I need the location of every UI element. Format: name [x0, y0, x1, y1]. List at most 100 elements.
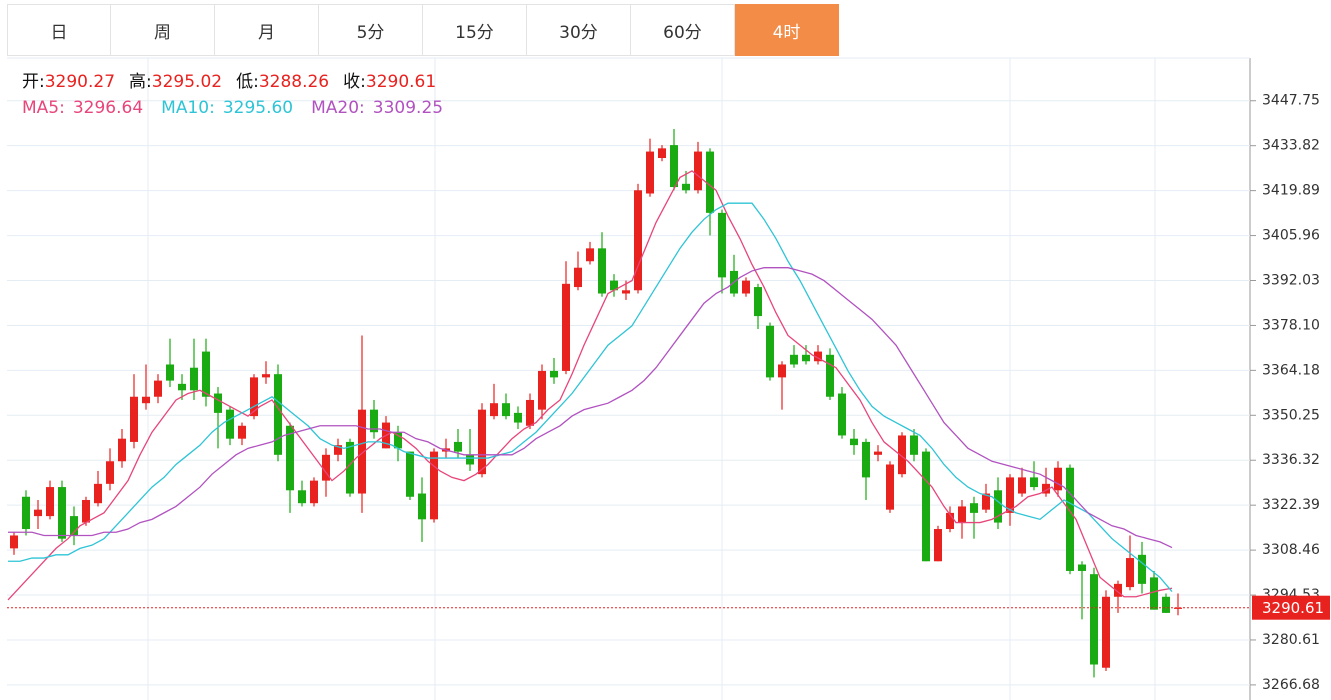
candle-body [94, 483, 102, 504]
candle-body [478, 409, 486, 475]
y-tick-label: 3280.61 [1262, 632, 1320, 648]
candle-body [1138, 554, 1146, 584]
candle-body [214, 393, 222, 413]
candle-body [238, 425, 246, 439]
legend-name: MA5: [22, 98, 65, 118]
candle-body [778, 364, 786, 378]
candle-body [10, 535, 18, 549]
candle-body [454, 441, 462, 452]
candle-body [226, 409, 234, 439]
ohlc-value: 3295.02 [152, 72, 222, 92]
candle-body [790, 354, 798, 365]
candle-body [322, 454, 330, 481]
y-tick-label: 3447.75 [1262, 93, 1320, 109]
y-tick-label: 3336.32 [1262, 452, 1320, 468]
candle-body [106, 461, 114, 484]
candle-body [574, 267, 582, 288]
candle-body [946, 512, 954, 530]
candle-body [694, 151, 702, 191]
period-tab[interactable]: 4时 [735, 4, 839, 56]
last-price-box [1252, 595, 1330, 620]
candle-body [838, 393, 846, 436]
candles [10, 128, 1182, 678]
candle-body [430, 451, 438, 520]
candle-body [622, 290, 630, 294]
candle-body [1102, 596, 1110, 668]
candle-body [814, 351, 822, 362]
candle-body [754, 287, 762, 317]
period-tab[interactable]: 30分 [527, 4, 631, 56]
candle-body [874, 451, 882, 455]
period-tab[interactable]: 月 [215, 4, 319, 56]
candle-body [982, 493, 990, 510]
candle-body [1054, 467, 1062, 491]
ohlc-label: 收: [343, 72, 366, 92]
y-tick-label: 3364.18 [1262, 362, 1320, 378]
candle-body [286, 425, 294, 491]
candle-body [934, 529, 942, 562]
legend-value: 3309.25 [373, 98, 443, 118]
legend-name: MA10: [161, 98, 215, 118]
candle-body [22, 496, 30, 530]
candle-body [274, 374, 282, 455]
ohlc-value: 3290.61 [366, 72, 436, 92]
candle-body [970, 503, 978, 513]
candle-body [910, 435, 918, 455]
candle-body [826, 354, 834, 397]
candle-body [154, 380, 162, 397]
candle-body [394, 432, 402, 449]
period-tab[interactable]: 15分 [423, 4, 527, 56]
candle-body [406, 451, 414, 497]
candle-body [418, 493, 426, 520]
period-tab[interactable]: 5分 [319, 4, 423, 56]
candle-body [346, 441, 354, 494]
candle-body [706, 151, 714, 213]
candle-body [262, 374, 270, 378]
period-tab[interactable]: 60分 [631, 4, 735, 56]
candle-body [562, 283, 570, 371]
candle-body [1174, 607, 1182, 609]
candle-body [526, 399, 534, 426]
ohlc-value: 3290.27 [45, 72, 115, 92]
horizontal-grid [7, 100, 1250, 686]
last-price-label: 3290.61 [1262, 599, 1324, 617]
candle-body [634, 190, 642, 291]
candle-body [466, 454, 474, 465]
candle-body [310, 480, 318, 504]
candle-body [1150, 577, 1158, 610]
period-tab[interactable]: 日 [7, 4, 111, 56]
candle-body [166, 364, 174, 381]
candle-body [598, 248, 606, 294]
candle-body [82, 499, 90, 523]
candle-body [1042, 483, 1050, 494]
candle-body [718, 212, 726, 278]
candle-body [490, 403, 498, 417]
candle-body [538, 370, 546, 410]
candle-body [766, 325, 774, 378]
candle-body [886, 464, 894, 510]
candle-body [370, 409, 378, 433]
candle-body [250, 377, 258, 417]
candle-body [358, 409, 366, 494]
candle-body [682, 183, 690, 191]
candle-body [898, 435, 906, 475]
candle-body [1066, 467, 1074, 571]
period-tab[interactable]: 周 [111, 4, 215, 56]
candle-body [70, 516, 78, 536]
candle-body [1126, 558, 1134, 588]
y-tick-label: 3392.03 [1262, 273, 1320, 289]
candle-body [646, 151, 654, 194]
legend-name: MA20: [311, 98, 365, 118]
candle-body [742, 280, 750, 294]
ohlc-label: 高: [129, 72, 152, 92]
candle-body [670, 145, 678, 188]
ohlc-label: 低: [236, 72, 259, 92]
ohlc-value: 3288.26 [259, 72, 329, 92]
y-tick-label: 3405.96 [1262, 228, 1320, 244]
candle-body [550, 370, 558, 378]
candle-body [1018, 477, 1026, 494]
ma-legend: MA5: 3296.64 MA10: 3295.60 MA20: 3309.25 [22, 98, 443, 118]
candle-body [298, 490, 306, 504]
candle-body [1006, 477, 1014, 513]
